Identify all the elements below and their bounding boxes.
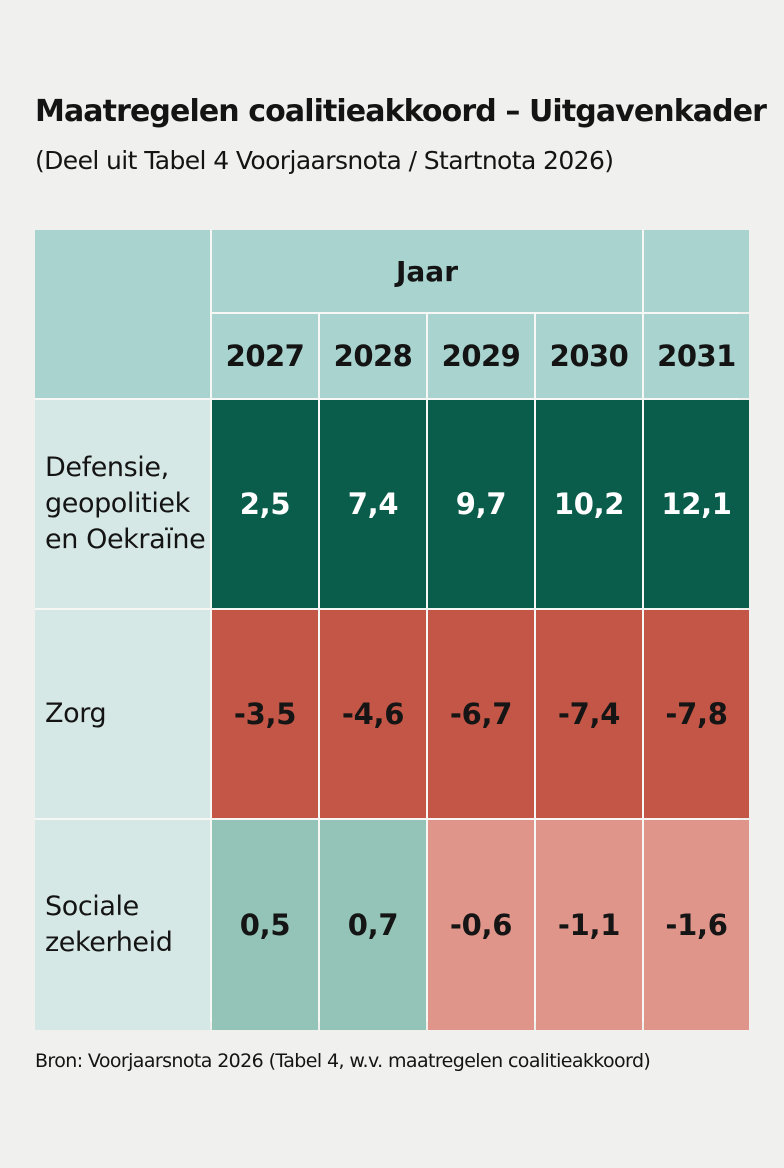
column-group-header: Jaar [212, 230, 642, 312]
year-header: 2030 [536, 314, 642, 398]
chart-title: Maatregelen coalitieakkoord – Uitgavenka… [35, 94, 767, 129]
value-cell: -1,1 [536, 820, 642, 1030]
value-cell: 12,1 [644, 400, 749, 608]
value-cell: 10,2 [536, 400, 642, 608]
row-label-line: Zorg [45, 698, 107, 729]
header-blank-cell [644, 230, 749, 312]
year-header: 2028 [320, 314, 426, 398]
year-header: 2029 [428, 314, 534, 398]
row-label-line: en Oekraïne [45, 524, 206, 555]
source-note: Bron: Voorjaarsnota 2026 (Tabel 4, w.v. … [35, 1050, 651, 1072]
value-cell: -0,6 [428, 820, 534, 1030]
row-label-sociale-zekerheid: Sociale zekerheid [35, 820, 210, 1030]
value-cell: -7,4 [536, 610, 642, 818]
row-label-line: Sociale [45, 891, 139, 922]
value-cell: -3,5 [212, 610, 318, 818]
value-cell: -4,6 [320, 610, 426, 818]
value-cell: -6,7 [428, 610, 534, 818]
value-cell: -1,6 [644, 820, 749, 1030]
row-label-defensie: Defensie, geopolitiek en Oekraïne [35, 400, 210, 608]
header-corner [35, 230, 210, 398]
value-cell: 0,7 [320, 820, 426, 1030]
data-table: Jaar 2027 2028 2029 2030 2031 Defensie, … [35, 230, 749, 1030]
value-cell: 2,5 [212, 400, 318, 608]
value-cell: 9,7 [428, 400, 534, 608]
year-header: 2031 [644, 314, 749, 398]
row-label-line: Defensie, [45, 452, 169, 483]
value-cell: 7,4 [320, 400, 426, 608]
row-label-zorg: Zorg [35, 610, 210, 818]
row-label-line: geopolitiek [45, 488, 190, 519]
year-header: 2027 [212, 314, 318, 398]
value-cell: 0,5 [212, 820, 318, 1030]
row-label-line: zekerheid [45, 927, 173, 958]
value-cell: -7,8 [644, 610, 749, 818]
chart-subtitle: (Deel uit Tabel 4 Voorjaarsnota / Startn… [35, 146, 614, 175]
